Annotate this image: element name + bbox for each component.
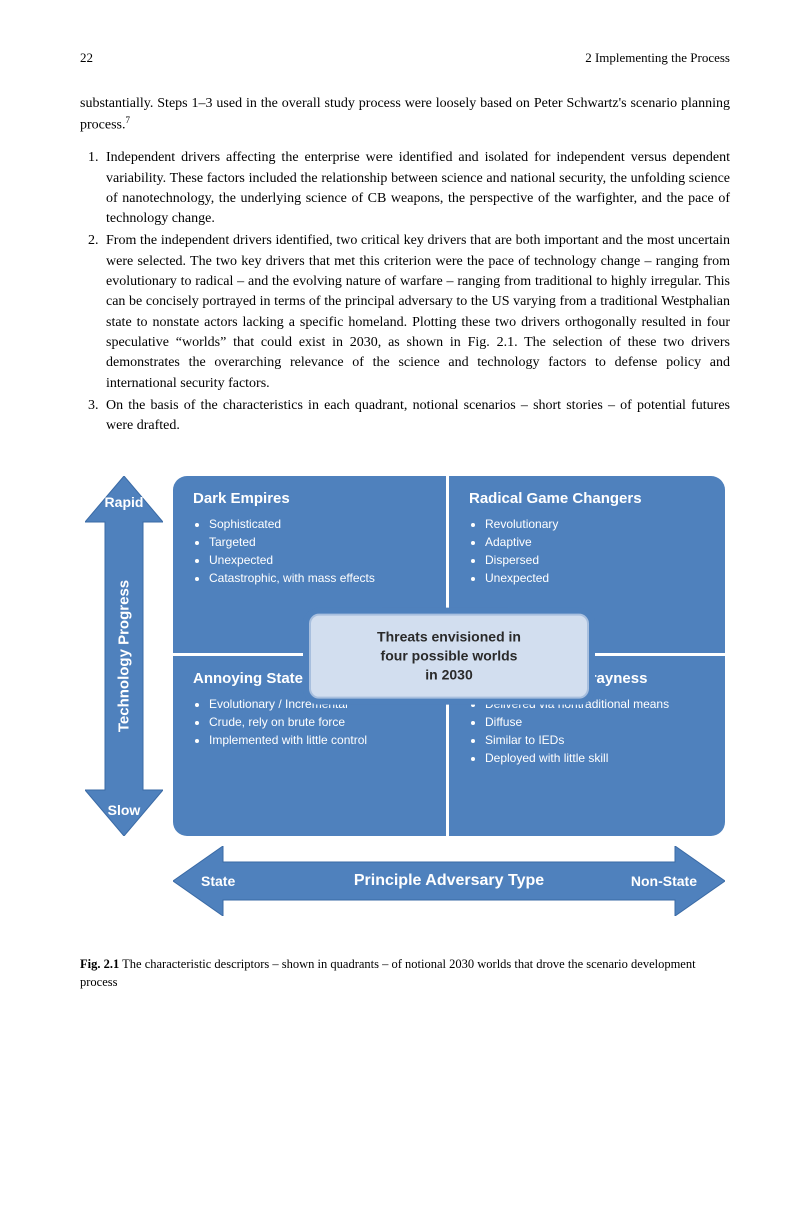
center-callout: Threats envisioned in four possible worl… <box>309 614 589 699</box>
quadrant-title: Dark Empires <box>193 490 430 507</box>
figure-caption: Fig. 2.1 The characteristic descriptors … <box>80 956 730 991</box>
y-axis-bottom-label: Slow <box>85 802 163 818</box>
y-axis-arrow: Rapid Technology Progress Slow <box>85 476 163 836</box>
quadrant-bullet: Unexpected <box>209 551 430 569</box>
intro-paragraph: substantially. Steps 1–3 used in the ove… <box>80 94 730 136</box>
quadrant-bullet: Crude, rely on brute force <box>209 713 430 731</box>
figure-2-1: Rapid Technology Progress Slow Dark Empi… <box>85 476 725 936</box>
numbered-list: Independent drivers affecting the enterp… <box>80 148 730 436</box>
quadrant-bullet: Revolutionary <box>485 515 709 533</box>
quadrant-bullet: Unexpected <box>485 569 709 587</box>
quadrant-bullet: Similar to IEDs <box>485 731 709 749</box>
figure-label: Fig. 2.1 <box>80 957 119 971</box>
chapter-title: 2 Implementing the Process <box>585 50 730 66</box>
quadrant-box: Dark Empires Sophisticated Targeted Unex… <box>173 476 725 836</box>
center-line: Threats envisioned in <box>377 629 521 645</box>
quadrant-bullet: Deployed with little skill <box>485 749 709 767</box>
center-line: in 2030 <box>425 667 472 683</box>
list-item: Independent drivers affecting the enterp… <box>102 148 730 229</box>
list-item: On the basis of the characteristics in e… <box>102 396 730 437</box>
quadrant-bullet: Implemented with little control <box>209 731 430 749</box>
y-axis-mid-label: Technology Progress <box>116 580 133 732</box>
x-axis-right-label: Non-State <box>631 846 697 916</box>
quadrant-bullet: Targeted <box>209 533 430 551</box>
list-item: From the independent drivers identified,… <box>102 231 730 393</box>
quadrant-bullet: Adaptive <box>485 533 709 551</box>
intro-text: substantially. Steps 1–3 used in the ove… <box>80 96 730 133</box>
quadrant-title: Radical Game Changers <box>469 490 709 507</box>
y-axis-top-label: Rapid <box>85 494 163 510</box>
quadrant-bullet: Catastrophic, with mass effects <box>209 569 430 587</box>
figure-caption-text: The characteristic descriptors – shown i… <box>80 957 696 989</box>
center-line: four possible worlds <box>381 648 518 664</box>
quadrant-bullet: Sophisticated <box>209 515 430 533</box>
x-axis-arrow: State Principle Adversary Type Non-State <box>173 846 725 916</box>
quadrant-bullet: Diffuse <box>485 713 709 731</box>
page-number: 22 <box>80 50 93 66</box>
footnote-ref: 7 <box>126 115 131 125</box>
quadrant-bullet: Dispersed <box>485 551 709 569</box>
